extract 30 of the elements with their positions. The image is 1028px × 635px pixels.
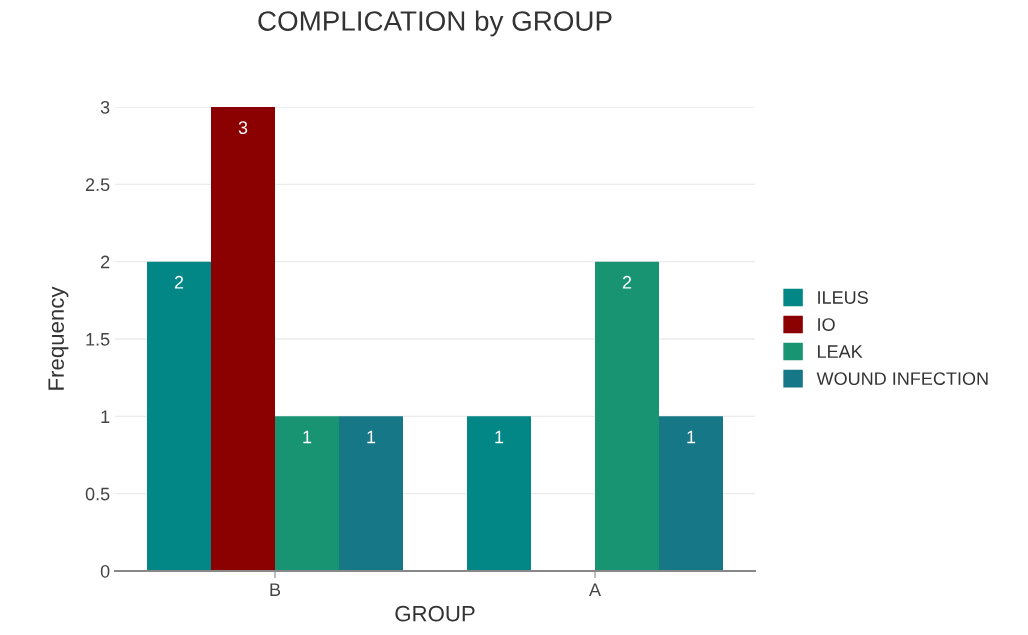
chart-title: COMPLICATION by GROUP <box>258 10 612 37</box>
legend-label: LEAK <box>818 345 863 358</box>
bar <box>467 416 531 571</box>
data-label: 1 <box>687 430 696 444</box>
y-tick-label: 0 <box>100 564 110 578</box>
bar <box>659 416 723 571</box>
x-tick-label: A <box>589 583 601 596</box>
bar <box>595 261 659 571</box>
bar <box>147 261 211 571</box>
data-label: 1 <box>495 430 504 444</box>
y-tick-label: 0.5 <box>85 487 110 501</box>
y-axis-title: Frequency <box>48 286 69 390</box>
legend-label: IO <box>818 318 835 331</box>
y-tick-label: 1.5 <box>86 333 110 346</box>
x-tick-label: B <box>270 583 281 596</box>
y-tick-label: 1 <box>101 410 110 423</box>
data-label: 2 <box>174 275 184 289</box>
data-label: 1 <box>367 430 376 444</box>
y-tick-label: 2.5 <box>85 178 110 192</box>
data-label: 3 <box>238 121 248 134</box>
data-label: 1 <box>303 430 312 444</box>
x-axis-title: GROUP <box>395 605 475 622</box>
y-tick-label: 3 <box>100 100 110 114</box>
y-tick-label: 2 <box>101 255 110 269</box>
bar <box>339 416 403 571</box>
legend-label: WOUND INFECTION <box>816 372 988 385</box>
data-label: 2 <box>622 275 632 289</box>
bar <box>211 107 275 571</box>
legend-label: ILEUS <box>818 291 868 304</box>
bar <box>275 416 339 571</box>
